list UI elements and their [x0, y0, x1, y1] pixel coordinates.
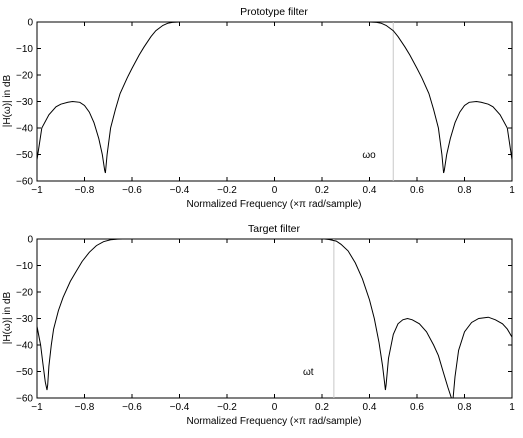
plot-prototype-filter: Prototype filter −1 −0.8 −0.6 −0.4 −0.2 0 0.2 0…: [2, 6, 515, 210]
chart-title: Prototype filter: [240, 6, 308, 18]
x-tick-label: 0.4: [363, 185, 377, 196]
x-tick-label: −0.8: [75, 402, 95, 413]
x-tick-label: 0: [272, 402, 278, 413]
y-tick-label: −50: [16, 367, 33, 378]
x-axis-label: Normalized Frequency (×π rad/sample): [186, 199, 361, 210]
y-tick-label: −30: [16, 314, 33, 325]
y-axis-label: |H(ω)| in dB: [2, 291, 13, 344]
x-tick-label: 0.6: [410, 402, 424, 413]
x-ticks: −1 −0.8 −0.6 −0.4 −0.2 0 0.2 0.4 0.6 0.8 1: [31, 239, 515, 413]
x-tick-label: 1: [509, 185, 515, 196]
plot-target-filter: Target filter −1 −0.8 −0.6 −0.4 −0.2 0 0.2 0.4 0…: [2, 223, 515, 427]
x-tick-label: −0.8: [75, 185, 95, 196]
x-tick-label: 0.2: [315, 402, 329, 413]
x-tick-label: −0.2: [217, 185, 237, 196]
axes-frame: [36, 238, 513, 399]
y-tick-label: −60: [16, 394, 33, 405]
y-tick-label: −40: [16, 341, 33, 352]
series-line: [36, 238, 513, 399]
series-line: [36, 21, 513, 174]
x-tick-label: 0: [272, 185, 278, 196]
y-tick-label: 0: [27, 235, 33, 246]
x-tick-label: 0.2: [315, 185, 329, 196]
x-tick-label: 0.4: [363, 402, 377, 413]
x-ticks: −1 −0.8 −0.6 −0.4 −0.2 0 0.2 0.4 0.6 0.8 1: [31, 22, 515, 196]
y-tick-label: −20: [16, 288, 33, 299]
x-tick-label: −0.6: [122, 402, 142, 413]
y-tick-label: −10: [16, 44, 33, 55]
y-tick-label: −60: [16, 177, 33, 188]
annotation-omega-t: ωt: [303, 367, 314, 378]
annotation-omega-o: ωo: [362, 150, 376, 161]
y-tick-label: −20: [16, 71, 33, 82]
y-tick-label: −30: [16, 97, 33, 108]
x-tick-label: 0.8: [458, 185, 472, 196]
y-ticks: 0 −10 −20 −30 −40 −50 −60: [16, 18, 512, 188]
y-ticks: 0 −10 −20 −30 −40 −50 −60: [16, 235, 512, 405]
y-axis-label: |H(ω)| in dB: [2, 74, 13, 127]
x-tick-label: −0.2: [217, 402, 237, 413]
y-tick-label: 0: [27, 18, 33, 29]
y-tick-label: −10: [16, 261, 33, 272]
x-tick-label: −0.4: [170, 185, 190, 196]
x-axis-label: Normalized Frequency (×π rad/sample): [186, 416, 361, 427]
x-tick-label: −1: [31, 185, 43, 196]
axes-frame: [36, 21, 513, 182]
x-tick-label: 1: [509, 402, 515, 413]
x-tick-label: −1: [31, 402, 43, 413]
y-tick-label: −40: [16, 124, 33, 135]
x-tick-label: −0.4: [170, 402, 190, 413]
y-tick-label: −50: [16, 150, 33, 161]
x-tick-label: −0.6: [122, 185, 142, 196]
chart-title: Target filter: [248, 223, 300, 235]
x-tick-label: 0.6: [410, 185, 424, 196]
x-tick-label: 0.8: [458, 402, 472, 413]
